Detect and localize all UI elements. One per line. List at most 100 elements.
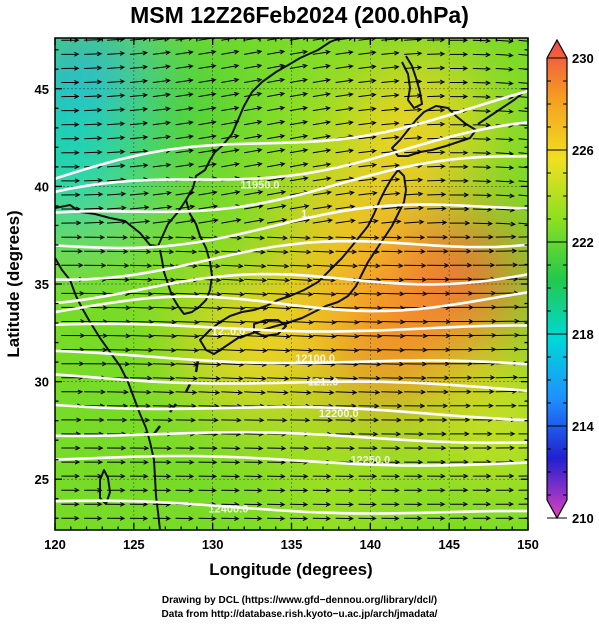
wind-arrow	[518, 264, 528, 266]
wind-arrow	[495, 234, 517, 240]
wind-arrow	[358, 431, 379, 437]
wind-arrow	[450, 290, 474, 296]
wind-arrow	[472, 108, 492, 114]
wind-arrow	[312, 218, 334, 224]
wind-arrow	[427, 121, 446, 127]
wind-arrow	[472, 164, 492, 170]
wind-arrow	[518, 96, 528, 98]
wind-arrow	[84, 515, 103, 521]
wind-arrow	[335, 218, 356, 224]
wind-arrow	[495, 515, 514, 521]
wind-arrow	[221, 502, 240, 507]
wind-arrow	[198, 204, 219, 210]
wind-arrow	[381, 375, 404, 381]
wind-arrow	[129, 263, 153, 269]
wind-arrow	[221, 348, 246, 353]
wind-arrow	[267, 235, 288, 241]
wind-arrow	[312, 376, 336, 381]
wind-arrow	[175, 235, 197, 241]
wind-arrow	[335, 502, 354, 507]
wind-arrow	[244, 190, 264, 196]
wind-arrow	[198, 49, 217, 55]
wind-arrow	[221, 417, 242, 423]
wind-arrow	[472, 403, 494, 409]
wind-arrow	[61, 206, 81, 212]
wind-arrow	[175, 445, 195, 451]
wind-arrow	[129, 120, 149, 126]
height-contour-line	[55, 272, 528, 305]
wind-arrow	[175, 319, 200, 325]
wind-arrow	[335, 473, 355, 479]
wind-arrow	[267, 77, 286, 83]
wind-arrow	[175, 390, 198, 395]
wind-arrow	[221, 305, 246, 311]
wind-arrow	[381, 64, 400, 70]
y-axis-title: Latitude (degrees)	[4, 210, 23, 357]
wind-arrow	[427, 361, 451, 367]
axis-ticks	[54, 38, 529, 530]
wind-arrow	[335, 64, 354, 69]
wind-arrow	[358, 501, 377, 507]
wind-arrow	[198, 445, 218, 451]
wind-arrow	[84, 177, 104, 183]
wind-arrow	[198, 249, 221, 255]
wind-arrow	[221, 162, 240, 168]
wind-arrow	[106, 389, 129, 395]
wind-arrow	[198, 516, 217, 521]
wind-arrow	[518, 334, 528, 336]
contour-labels: 11950.0 1.. 12..0.0 12100.0 121..0 12200.0 122…	[209, 179, 391, 515]
wind-arrow	[381, 473, 401, 479]
height-contours	[55, 89, 528, 515]
wind-arrow	[244, 204, 264, 210]
wind-arrow	[335, 291, 360, 297]
wind-arrow	[472, 150, 492, 156]
wind-arrow	[61, 94, 80, 99]
wind-arrow	[312, 319, 337, 325]
wind-arrow	[289, 502, 309, 507]
height-contour-line	[55, 291, 528, 314]
wind-arrow	[152, 473, 172, 479]
wind-arrow	[61, 417, 82, 423]
wind-arrow	[106, 445, 127, 451]
wind-arrow	[427, 79, 446, 85]
wind-arrow	[472, 501, 492, 507]
wind-arrow	[312, 445, 333, 451]
wind-arrow	[221, 63, 240, 69]
wind-arrow	[152, 120, 171, 126]
x-tick-label: 130	[202, 537, 224, 552]
y-tick-label: 45	[35, 82, 49, 97]
wind-arrow	[152, 459, 172, 465]
wind-arrow	[358, 347, 383, 353]
wind-arrow	[427, 206, 447, 211]
wind-arrow	[84, 234, 106, 240]
wind-arrow	[495, 109, 514, 114]
wind-arrow	[518, 110, 528, 112]
wind-arrow	[129, 501, 149, 507]
wind-arrow	[289, 390, 312, 395]
wind-arrow	[312, 348, 337, 353]
wind-arrow	[289, 120, 309, 126]
wind-arrow	[106, 191, 127, 197]
wind-arrow	[175, 347, 200, 353]
coastline-korea-china	[55, 38, 341, 247]
wind-arrow	[221, 105, 240, 112]
wind-arrow	[289, 473, 309, 479]
wind-arrow	[404, 515, 423, 521]
wind-arrow	[175, 190, 195, 196]
wind-arrow	[472, 347, 497, 352]
wind-arrow	[175, 78, 194, 83]
height-contour-line	[55, 322, 528, 333]
wind-arrow	[198, 291, 223, 297]
wind-arrow	[61, 389, 84, 395]
wind-arrow	[358, 319, 383, 325]
wind-arrow	[427, 403, 449, 409]
wind-arrow	[61, 220, 82, 226]
wind-arrow	[404, 459, 424, 465]
wind-arrow	[381, 219, 402, 225]
wind-arrow	[427, 234, 449, 240]
wind-arrow	[244, 119, 263, 126]
wind-arrow	[221, 376, 244, 381]
wind-arrow	[472, 221, 494, 226]
wind-arrow	[175, 487, 195, 493]
wind-arrow	[335, 319, 360, 325]
